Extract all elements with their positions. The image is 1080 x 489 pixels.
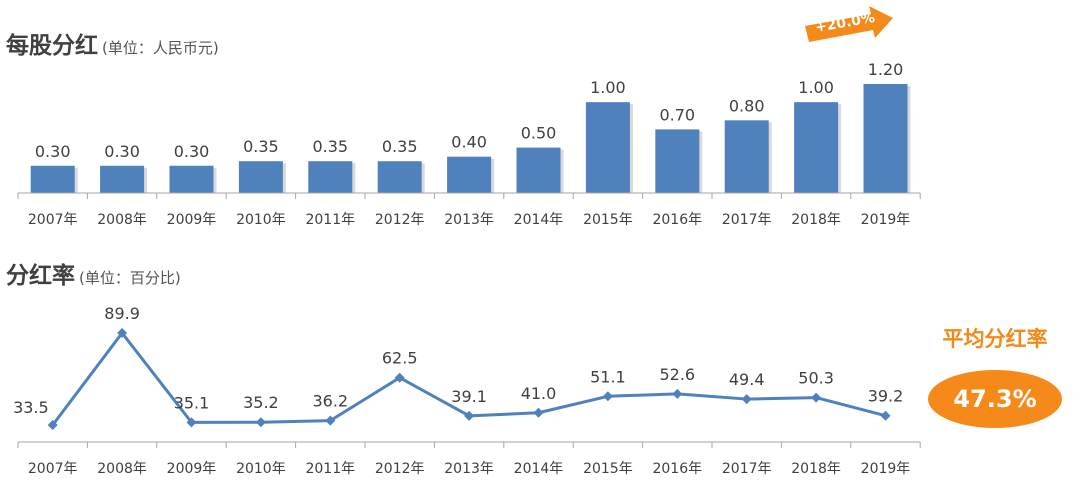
dividend-x-tick: 2009年 — [167, 212, 217, 228]
payout-x-tick: 2009年 — [167, 461, 217, 477]
dividend-bar-label: 0.30 — [174, 142, 210, 161]
payout-point-label: 52.6 — [659, 365, 695, 384]
payout-point — [47, 420, 58, 430]
dividend-bar-label: 0.70 — [659, 105, 695, 124]
dividend-bar-label: 0.30 — [35, 142, 71, 161]
payout-point-label: 89.9 — [104, 304, 140, 323]
dividend-x-tick: 2019年 — [861, 212, 911, 228]
dividend-bar-label: 0.50 — [521, 124, 557, 143]
payout-x-tick: 2007年 — [28, 461, 78, 477]
average-payout-badge: 47.3% — [928, 370, 1062, 428]
payout-point-label: 49.4 — [729, 370, 765, 389]
payout-title: 分红率 — [6, 263, 75, 289]
payout-point — [255, 417, 266, 428]
arrow-right-icon — [805, 6, 893, 42]
dividend-x-tick: 2015年 — [583, 212, 633, 228]
growth-arrow-badge: +20.0% — [803, 4, 895, 42]
payout-point — [880, 410, 891, 421]
dividend-x-tick: 2008年 — [97, 212, 147, 228]
payout-point-label: 35.1 — [174, 393, 210, 412]
dividend-x-tick: 2013年 — [444, 212, 494, 228]
payout-point-label: 39.2 — [868, 387, 904, 406]
payout-x-tick: 2008年 — [97, 461, 147, 477]
payout-x-tick: 2012年 — [375, 461, 425, 477]
dividend-bar-label: 0.35 — [243, 137, 279, 156]
dividend-bar-label: 0.35 — [382, 137, 418, 156]
dividend-bar-label: 1.20 — [868, 60, 904, 79]
average-payout-value: 47.3% — [953, 385, 1037, 413]
payout-point — [672, 388, 683, 399]
dividend-bar — [30, 165, 75, 193]
payout-point — [394, 372, 405, 383]
dividend-x-tick: 2014年 — [514, 212, 564, 228]
payout-x-tick: 2010年 — [236, 461, 286, 477]
average-payout-label: 平均分红率 — [942, 327, 1048, 351]
dividend-bar — [238, 161, 283, 193]
payout-point — [464, 410, 475, 421]
dividend-bar — [308, 161, 353, 193]
dividend-x-tick: 2011年 — [305, 212, 355, 228]
payout-x-tick: 2013年 — [444, 461, 494, 477]
dividend-bar — [447, 156, 492, 193]
dividend-bar — [724, 120, 769, 193]
dividend-x-tick: 2018年 — [791, 212, 841, 228]
dividend-bar — [655, 129, 700, 193]
dividend-bar — [100, 165, 145, 193]
payout-x-tick: 2017年 — [722, 461, 772, 477]
payout-point-label: 35.2 — [243, 393, 279, 412]
dividend-title: 每股分红 — [6, 33, 98, 59]
payout-point — [533, 407, 544, 418]
payout-point-label: 51.1 — [590, 367, 626, 386]
payout-unit: (单位：百分比) — [79, 269, 181, 287]
payout-x-tick: 2015年 — [583, 461, 633, 477]
dividend-bar — [169, 165, 214, 193]
payout-point-label: 33.5 — [13, 398, 49, 417]
payout-point — [741, 394, 752, 405]
dividend-bar — [377, 161, 422, 193]
dividend-bar-label: 0.35 — [312, 137, 348, 156]
dividend-bar — [863, 84, 908, 193]
payout-x-tick: 2019年 — [861, 461, 911, 477]
payout-x-tick: 2016年 — [652, 461, 702, 477]
payout-point — [186, 417, 197, 428]
payout-section-title: 分红率 (单位：百分比) — [6, 256, 181, 290]
dividend-bar — [585, 102, 630, 193]
payout-point — [602, 391, 613, 402]
payout-point-label: 50.3 — [798, 369, 834, 388]
payout-x-tick: 2018年 — [791, 461, 841, 477]
payout-point-label: 36.2 — [312, 392, 348, 411]
payout-point — [811, 392, 822, 403]
dividend-bar-chart: 0.30 2007年 0.30 2008年 0.30 2009年 0.35 2010年 0.35… — [17, 60, 921, 228]
payout-point-label: 41.0 — [521, 384, 557, 403]
payout-line-chart: 33.5 2007年 89.9 2008年 35.1 2009年 35.2 2010年 36.2… — [13, 304, 921, 477]
dividend-x-tick: 2016年 — [652, 212, 702, 228]
payout-point-label: 62.5 — [382, 349, 418, 368]
dividend-bar-label: 1.00 — [590, 78, 626, 97]
payout-point — [117, 328, 128, 338]
dividend-bar-label: 0.30 — [104, 142, 140, 161]
payout-point — [325, 415, 336, 426]
payout-x-tick: 2014年 — [514, 461, 564, 477]
dividend-x-tick: 2012年 — [375, 212, 425, 228]
dividend-bar — [516, 147, 561, 193]
dividend-bar-label: 1.00 — [798, 78, 834, 97]
payout-point-label: 39.1 — [451, 387, 487, 406]
dividend-bar — [794, 102, 839, 193]
dividend-unit: (单位：人民币元) — [102, 39, 219, 57]
dividend-x-tick: 2007年 — [28, 212, 78, 228]
dividend-bar-label: 0.40 — [451, 133, 487, 152]
dividend-x-tick: 2017年 — [722, 212, 772, 228]
dividend-section-title: 每股分红 (单位：人民币元) — [6, 26, 219, 60]
dividend-x-tick: 2010年 — [236, 212, 286, 228]
payout-x-tick: 2011年 — [305, 461, 355, 477]
dividend-bar-label: 0.80 — [729, 96, 765, 115]
